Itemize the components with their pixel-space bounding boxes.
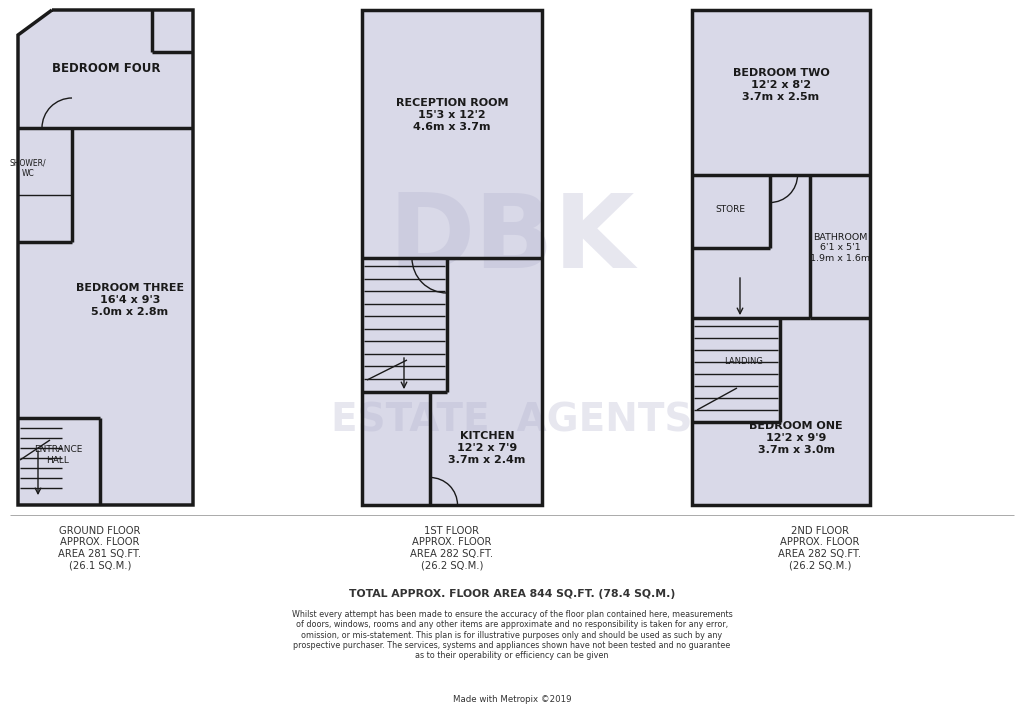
- Text: BATHROOM
6'1 x 5'1
1.9m x 1.6m: BATHROOM 6'1 x 5'1 1.9m x 1.6m: [810, 233, 870, 263]
- Text: 2ND FLOOR
APPROX. FLOOR
AREA 282 SQ.FT.
(26.2 SQ.M.): 2ND FLOOR APPROX. FLOOR AREA 282 SQ.FT. …: [778, 526, 861, 570]
- Text: 1ST FLOOR
APPROX. FLOOR
AREA 282 SQ.FT.
(26.2 SQ.M.): 1ST FLOOR APPROX. FLOOR AREA 282 SQ.FT. …: [411, 526, 494, 570]
- Text: Whilst every attempt has been made to ensure the accuracy of the floor plan cont: Whilst every attempt has been made to en…: [292, 610, 732, 660]
- Bar: [362, 10, 542, 505]
- Text: STORE: STORE: [715, 205, 745, 215]
- Text: LANDING: LANDING: [725, 358, 764, 366]
- Bar: [362, 10, 542, 505]
- Text: BEDROOM THREE
16'4 x 9'3
5.0m x 2.8m: BEDROOM THREE 16'4 x 9'3 5.0m x 2.8m: [76, 284, 184, 317]
- Text: SHOWER/
WC: SHOWER/ WC: [9, 158, 46, 178]
- Text: ESTATE  AGENTS: ESTATE AGENTS: [331, 401, 693, 439]
- Text: ENTRANCE
HALL: ENTRANCE HALL: [34, 445, 82, 464]
- Text: BEDROOM TWO
12'2 x 8'2
3.7m x 2.5m: BEDROOM TWO 12'2 x 8'2 3.7m x 2.5m: [732, 68, 829, 102]
- Text: BEDROOM ONE
12'2 x 9'9
3.7m x 3.0m: BEDROOM ONE 12'2 x 9'9 3.7m x 3.0m: [750, 421, 843, 454]
- Text: GROUND FLOOR
APPROX. FLOOR
AREA 281 SQ.FT.
(26.1 SQ.M.): GROUND FLOOR APPROX. FLOOR AREA 281 SQ.F…: [58, 526, 141, 570]
- Bar: [692, 10, 870, 505]
- Text: RECEPTION ROOM
15'3 x 12'2
4.6m x 3.7m: RECEPTION ROOM 15'3 x 12'2 4.6m x 3.7m: [395, 99, 508, 132]
- Text: TOTAL APPROX. FLOOR AREA 844 SQ.FT. (78.4 SQ.M.): TOTAL APPROX. FLOOR AREA 844 SQ.FT. (78.…: [349, 589, 675, 599]
- Polygon shape: [18, 10, 193, 505]
- Text: BEDROOM FOUR: BEDROOM FOUR: [52, 61, 160, 74]
- Bar: [692, 10, 870, 505]
- Text: DBK: DBK: [389, 189, 635, 290]
- Text: Made with Metropix ©2019: Made with Metropix ©2019: [453, 696, 571, 704]
- Text: KITCHEN
12'2 x 7'9
3.7m x 2.4m: KITCHEN 12'2 x 7'9 3.7m x 2.4m: [449, 431, 525, 464]
